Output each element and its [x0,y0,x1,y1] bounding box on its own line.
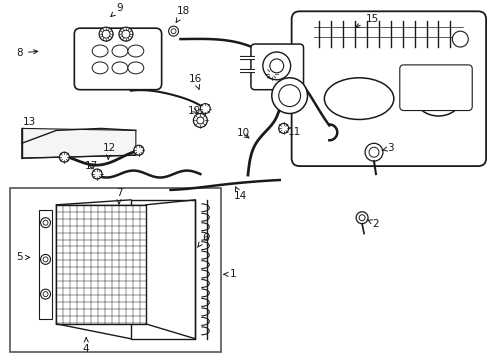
FancyBboxPatch shape [250,44,303,90]
Circle shape [269,59,283,73]
Bar [56,205,145,324]
Ellipse shape [415,81,460,116]
Ellipse shape [128,45,143,57]
Text: 17: 17 [84,161,98,171]
Circle shape [43,292,48,297]
Circle shape [134,145,143,155]
Text: 19: 19 [187,105,201,116]
Text: 14: 14 [233,187,246,201]
Text: 11: 11 [284,127,301,138]
Circle shape [41,218,50,228]
Circle shape [119,27,133,41]
Text: 3: 3 [381,143,393,153]
Text: 5: 5 [17,252,29,262]
Circle shape [197,117,203,124]
Ellipse shape [112,62,128,74]
Circle shape [43,220,48,225]
Text: 10: 10 [236,129,249,138]
Circle shape [355,212,367,224]
Polygon shape [21,129,136,158]
Circle shape [451,31,468,47]
Circle shape [99,27,113,41]
Circle shape [92,169,102,179]
Text: 15: 15 [355,14,378,27]
Circle shape [263,52,290,80]
Circle shape [271,78,307,113]
Text: 6: 6 [197,233,208,247]
Circle shape [168,26,178,36]
Text: 1: 1 [224,269,236,279]
FancyBboxPatch shape [74,28,162,90]
Text: 4: 4 [83,338,89,354]
Circle shape [102,30,110,38]
Ellipse shape [324,78,393,120]
Circle shape [43,257,48,262]
Text: 13: 13 [23,117,36,127]
Circle shape [368,147,378,157]
Text: 11: 11 [261,58,274,71]
Text: 2: 2 [366,219,379,229]
Text: 8: 8 [17,48,38,58]
Bar [39,210,52,319]
Ellipse shape [92,62,108,74]
Circle shape [365,143,382,161]
Circle shape [278,85,300,107]
Circle shape [122,30,130,38]
Circle shape [60,152,69,162]
FancyBboxPatch shape [399,65,471,111]
Text: 9: 9 [111,3,123,17]
Ellipse shape [112,45,128,57]
Text: 16: 16 [188,74,202,89]
Circle shape [171,29,176,33]
Circle shape [200,104,210,113]
Circle shape [41,255,50,264]
Circle shape [358,215,365,221]
FancyBboxPatch shape [291,11,485,166]
Ellipse shape [92,45,108,57]
Text: 7: 7 [116,188,122,204]
Bar [131,200,195,339]
Bar [10,188,221,352]
Text: 12: 12 [102,143,116,159]
Circle shape [193,113,207,127]
Circle shape [278,123,288,133]
Circle shape [41,289,50,299]
Text: 18: 18 [176,6,190,22]
Circle shape [266,69,276,79]
Ellipse shape [128,62,143,74]
